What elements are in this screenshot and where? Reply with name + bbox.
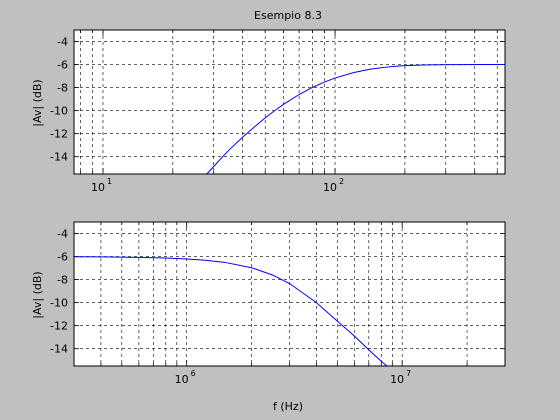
y-tick-label: -10: [50, 105, 68, 118]
y-axis-label-top: |Av| (dB): [31, 79, 44, 126]
x-tick-label-exponent: 7: [406, 369, 411, 378]
x-tick-label-exponent: 1: [107, 177, 112, 186]
series-line: [206, 64, 505, 175]
x-tick-label-exponent: 6: [191, 369, 196, 378]
x-tick-label: 10: [175, 373, 189, 386]
x-tick-label: 10: [91, 181, 105, 194]
axes-frame: [73, 29, 506, 175]
x-axis-label-bottom: f (Hz): [273, 400, 303, 413]
axes-frame: [73, 221, 506, 367]
y-tick-label: -6: [57, 59, 68, 72]
y-tick-label: -4: [57, 228, 68, 241]
x-tick-label: 10: [323, 181, 337, 194]
y-tick-label: -8: [57, 274, 68, 287]
y-tick-label: -14: [50, 343, 68, 356]
plot-area: [74, 30, 505, 174]
y-tick-label: -12: [50, 320, 68, 333]
x-tick-label-exponent: 2: [339, 177, 344, 186]
y-tick-label: -10: [50, 297, 68, 310]
y-tick-label: -8: [57, 82, 68, 95]
figure-title: Esempio 8.3: [254, 9, 322, 22]
y-axis-label-bottom: |Av| (dB): [31, 271, 44, 318]
x-tick-label: 10: [390, 373, 404, 386]
series-line: [73, 256, 388, 367]
y-tick-label: -6: [57, 251, 68, 264]
y-tick-label: -14: [50, 151, 68, 164]
y-tick-label: -12: [50, 128, 68, 141]
y-tick-label: -4: [57, 36, 68, 49]
